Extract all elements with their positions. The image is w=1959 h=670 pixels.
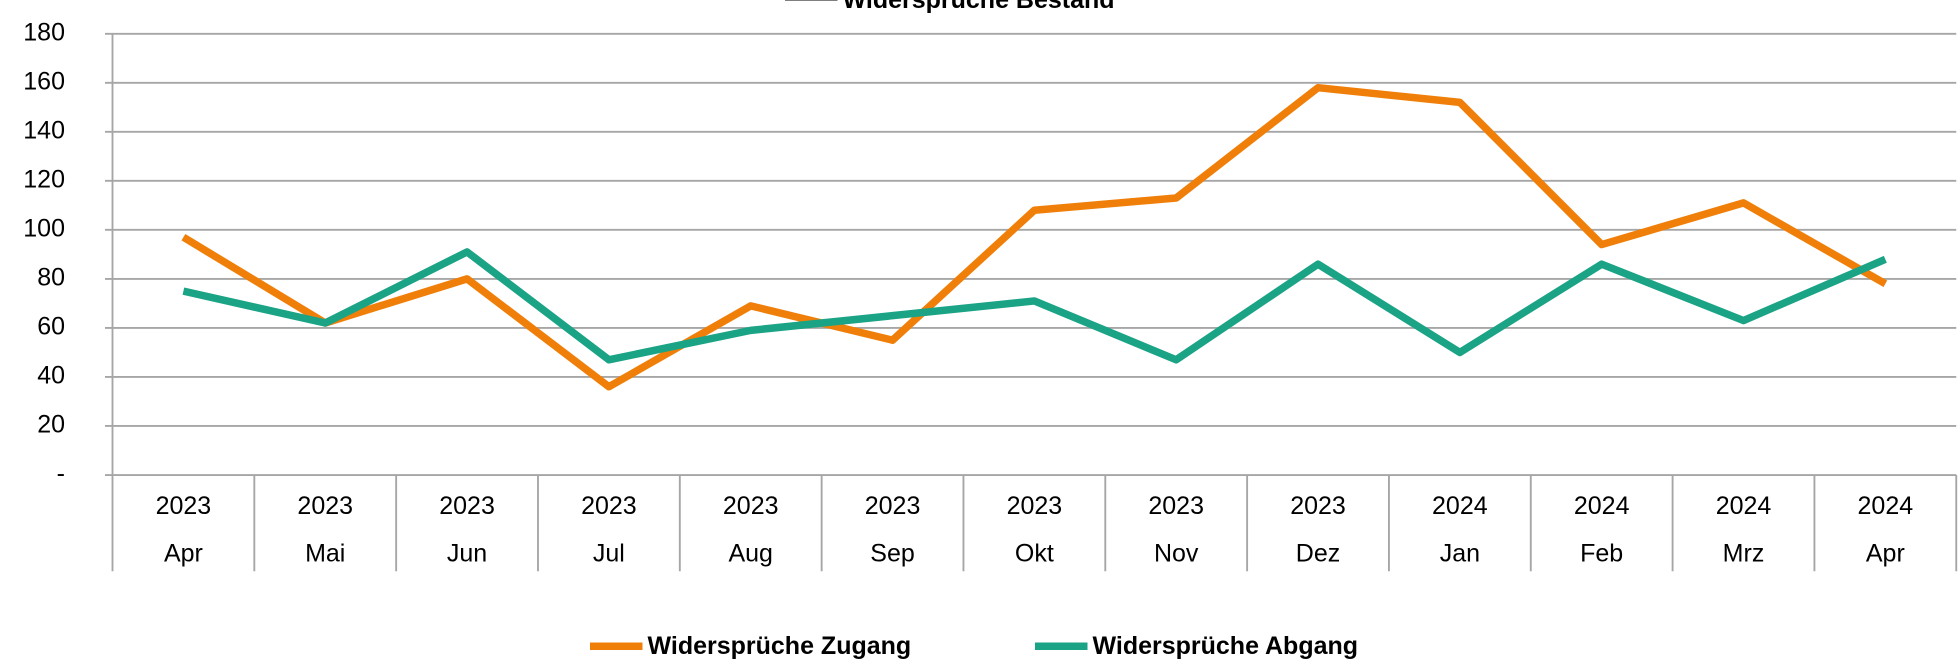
legend-label: Widersprüche Bestand [843, 0, 1115, 14]
x-tick-label: Feb [1580, 540, 1623, 568]
x-tick-label: Sep [870, 540, 914, 568]
x-tick-year: 2024 [1574, 492, 1630, 520]
y-tick-label: 60 [37, 313, 65, 341]
x-tick-label: Mrz [1723, 540, 1765, 568]
x-tick-label: Dez [1296, 540, 1340, 568]
x-tick-year: 2023 [297, 492, 353, 520]
x-tick-label: Apr [1866, 540, 1905, 568]
series-line [182, 248, 1887, 364]
x-tick-label: Jan [1440, 540, 1480, 568]
y-tick-label: 180 [23, 18, 65, 46]
x-tick-label: Aug [728, 540, 772, 568]
x-tick-label: Mai [305, 540, 345, 568]
x-tick-year: 2023 [439, 492, 495, 520]
y-tick-label: 160 [23, 67, 65, 95]
x-tick-year: 2024 [1858, 492, 1914, 520]
y-tick-label: 20 [37, 411, 65, 439]
x-tick-year: 2023 [1290, 492, 1346, 520]
x-tick-year: 2023 [581, 492, 637, 520]
x-tick-label: Jul [593, 540, 625, 568]
y-tick-label: - [57, 460, 65, 488]
y-tick-label: 120 [23, 165, 65, 193]
x-tick-label: Nov [1154, 540, 1199, 568]
y-tick-label: 140 [23, 116, 65, 144]
x-tick-year: 2023 [156, 492, 212, 520]
x-tick-year: 2024 [1432, 492, 1488, 520]
x-tick-year: 2024 [1716, 492, 1772, 520]
series-line [181, 83, 1888, 391]
legend-label: Widersprüche Zugang [648, 632, 912, 660]
x-tick-year: 2023 [1007, 492, 1063, 520]
legend-label: Widersprüche Abgang [1093, 632, 1359, 660]
x-tick-label: Okt [1015, 540, 1054, 568]
x-tick-label: Jun [447, 540, 487, 568]
y-tick-label: 100 [23, 214, 65, 242]
y-tick-label: 80 [37, 263, 65, 291]
x-tick-year: 2023 [723, 492, 779, 520]
x-tick-year: 2023 [1148, 492, 1204, 520]
x-tick-year: 2023 [865, 492, 921, 520]
x-tick-label: Apr [164, 540, 203, 568]
y-tick-label: 40 [37, 362, 65, 390]
